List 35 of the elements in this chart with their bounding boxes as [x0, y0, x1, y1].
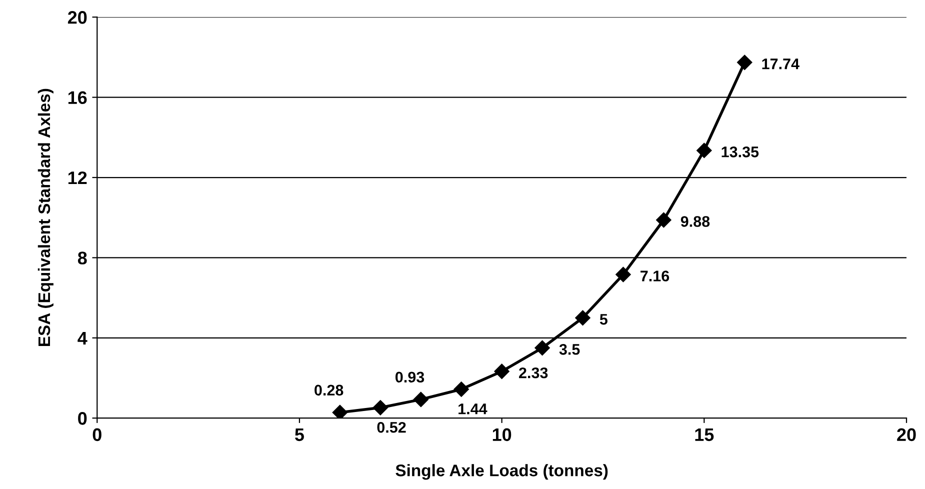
y-tick-label: 0	[78, 412, 87, 425]
data-label: 7.16	[640, 270, 670, 282]
data-label: 2.33	[519, 367, 548, 378]
y-tick-label: 16	[68, 91, 87, 104]
point	[494, 364, 510, 379]
data-label: 9.88	[680, 216, 710, 227]
x-tick-label: 10	[492, 428, 512, 442]
y-axis-title: ESA (Equivalent Standard Axles)	[38, 88, 54, 346]
point	[696, 142, 712, 158]
y-tick-label: 8	[78, 252, 87, 264]
x-tick-label: 5	[295, 428, 304, 442]
point	[656, 212, 672, 228]
x-tick-label: 20	[897, 428, 916, 442]
point	[372, 400, 388, 416]
point	[737, 54, 752, 70]
point	[413, 392, 428, 408]
data-label: 1.44	[458, 404, 488, 414]
data-label: 13.35	[722, 146, 759, 158]
point	[454, 382, 469, 397]
x-tick-label: 0	[92, 428, 102, 442]
y-tick-label: 4	[78, 332, 88, 344]
x-tick-label: 15	[695, 428, 714, 442]
point	[575, 310, 590, 326]
data-label: 0.52	[377, 422, 406, 433]
y-tick-label: 20	[68, 11, 87, 24]
point	[534, 340, 550, 356]
data-label: 5	[600, 314, 608, 325]
y-tick-label: 12	[68, 171, 87, 184]
data-label: 0.28	[314, 384, 344, 396]
data-label: 17.74	[762, 58, 800, 70]
point	[616, 266, 631, 282]
x-axis-title: Single Axle Loads (tonnes)	[396, 464, 608, 480]
data-label: 0.93	[396, 372, 424, 383]
point	[332, 404, 348, 418]
data-label: 3.5	[559, 344, 580, 355]
